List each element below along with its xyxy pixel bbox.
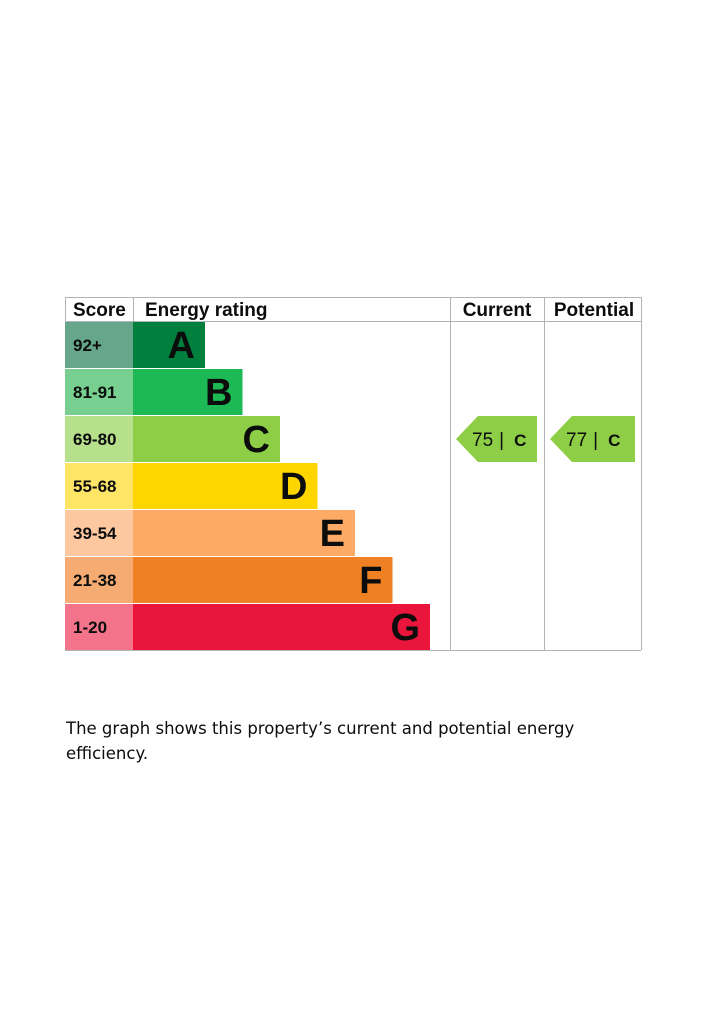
rating-bar-d — [133, 463, 318, 509]
potential-separator: | — [593, 430, 598, 451]
score-cell-f — [65, 557, 133, 603]
score-cell-g — [65, 604, 133, 650]
score-label-e: 39-54 — [73, 524, 117, 543]
current-rating-letter: C — [514, 431, 526, 450]
score-cell-c — [65, 416, 133, 462]
rating-letter-c: C — [243, 419, 270, 461]
score-label-a: 92+ — [73, 336, 102, 355]
rating-bar-b — [133, 369, 243, 415]
chart-headers: Score Energy rating Current Potential — [73, 300, 634, 321]
header-potential: Potential — [554, 300, 634, 321]
score-label-c: 69-80 — [73, 430, 116, 449]
rating-bar-g — [133, 604, 430, 650]
rating-arrows: 75 | C 77 | C — [456, 416, 635, 462]
score-label-g: 1-20 — [73, 618, 107, 637]
rating-letter-d: D — [280, 466, 307, 508]
rating-letter-g: G — [390, 607, 420, 649]
rating-bands: 92+ A 81-91 B 69-80 C 55-68 D 39-54 E 21-38 F 1-20 G — [65, 322, 430, 650]
rating-letter-f: F — [359, 560, 382, 602]
rating-letter-b: B — [205, 372, 232, 414]
current-arrow — [456, 416, 537, 462]
chart-description: The graph shows this property’s current … — [66, 718, 575, 763]
rating-bar-a — [133, 322, 205, 368]
current-separator: | — [499, 430, 504, 451]
score-label-b: 81-91 — [73, 383, 116, 402]
header-current: Current — [463, 300, 532, 321]
rating-bar-c — [133, 416, 280, 462]
potential-score-value: 77 — [566, 430, 587, 451]
chart-grid — [65, 297, 642, 651]
rating-letter-a: A — [168, 325, 195, 367]
potential-arrow — [550, 416, 635, 462]
header-score: Score — [73, 300, 126, 321]
rating-letter-e: E — [320, 513, 345, 555]
header-energy-rating: Energy rating — [145, 300, 267, 321]
potential-rating-label: 77 | C — [566, 430, 620, 451]
potential-rating-letter: C — [608, 431, 620, 450]
score-cell-b — [65, 369, 133, 415]
score-label-f: 21-38 — [73, 571, 116, 590]
rating-bar-e — [133, 510, 355, 556]
rating-bar-f — [133, 557, 393, 603]
score-cell-a — [65, 322, 133, 368]
score-cell-d — [65, 463, 133, 509]
current-score-value: 75 — [472, 430, 493, 451]
score-cell-e — [65, 510, 133, 556]
current-rating-label: 75 | C — [472, 430, 526, 451]
score-label-d: 55-68 — [73, 477, 116, 496]
